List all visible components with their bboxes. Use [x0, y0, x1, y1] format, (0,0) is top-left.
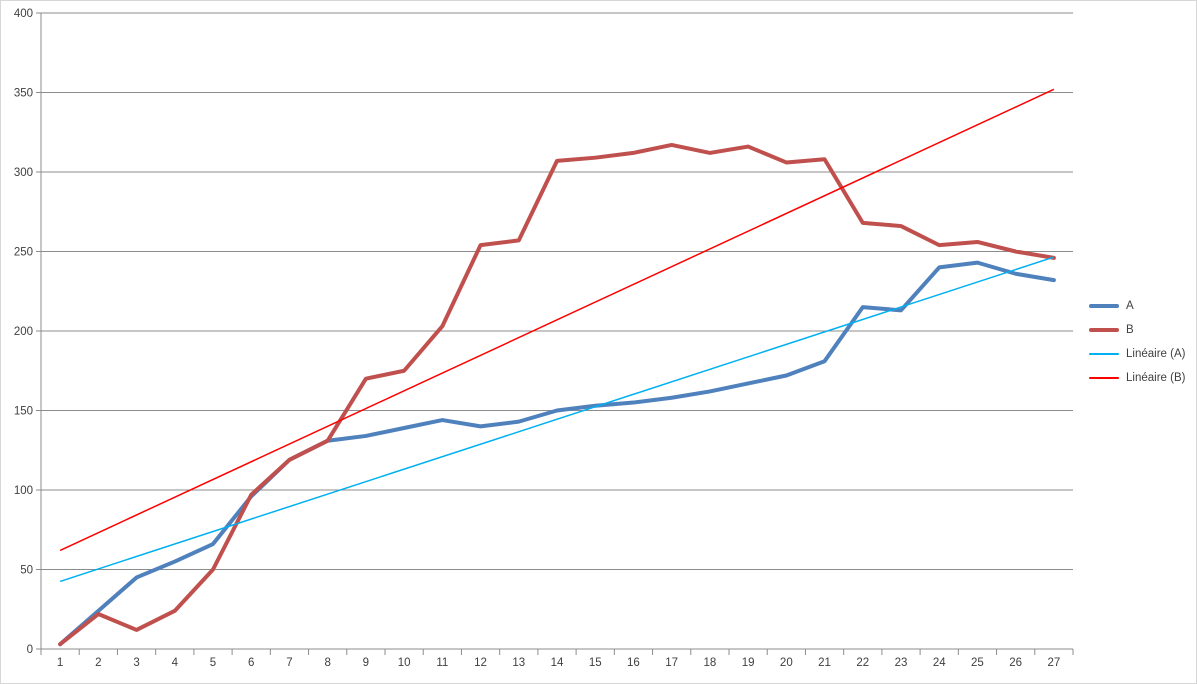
series-line-b[interactable]: [58, 142, 1056, 647]
y-axis-tick-label: 0: [27, 644, 33, 656]
y-axis-tick-label: 400: [14, 8, 33, 20]
x-axis-tick-label: 13: [512, 657, 525, 669]
y-axis-tick-label: 200: [14, 326, 33, 338]
y-axis-tick-label: 50: [20, 565, 33, 577]
x-axis-tick-label: 3: [133, 657, 139, 669]
trendline-b[interactable]: [59, 88, 1055, 552]
x-axis-tick-label: 26: [1009, 657, 1022, 669]
x-axis-tick-label: 16: [627, 657, 640, 669]
series-line-a[interactable]: [58, 260, 1056, 647]
x-axis-tick-label: 15: [589, 657, 602, 669]
x-axis-tick-label: 11: [436, 657, 448, 669]
x-axis-tick-label: 24: [933, 657, 946, 669]
x-axis-tick-label: 2: [95, 657, 101, 669]
x-axis-tick-label: 19: [742, 657, 755, 669]
legend-item-a[interactable]: A: [1089, 294, 1195, 318]
legend-line-swatch-a: [1089, 304, 1119, 308]
legend-line-swatch-lineaire-a: [1089, 353, 1119, 355]
x-axis-tick-label: 5: [210, 657, 216, 669]
trendline-a[interactable]: [59, 256, 1055, 583]
x-axis-tick-label: 21: [818, 657, 831, 669]
x-axis-tick-label: 6: [248, 657, 254, 669]
x-axis-tick-label: 8: [324, 657, 330, 669]
x-axis-tick-label: 1: [57, 657, 63, 669]
y-axis-tick-label: 300: [14, 167, 33, 179]
x-axis-tick-label: 17: [665, 657, 678, 669]
x-axis-tick-label: 20: [780, 657, 793, 669]
legend-label-b: B: [1126, 324, 1134, 336]
x-axis-tick-label: 7: [286, 657, 292, 669]
x-axis-tick-label: 9: [363, 657, 369, 669]
x-axis-tick-label: 12: [474, 657, 487, 669]
x-axis-tick-label: 27: [1047, 657, 1060, 669]
y-axis-tick-label: 250: [14, 247, 33, 259]
legend-label-lineaire-b: Linéaire (B): [1126, 372, 1186, 384]
y-axis-tick-label: 150: [14, 406, 33, 418]
legend-item-lineaire-b[interactable]: Linéaire (B): [1089, 366, 1195, 390]
x-axis-tick-label: 18: [703, 657, 716, 669]
x-axis-tick-label: 4: [172, 657, 179, 669]
x-axis-tick-label: 14: [551, 657, 564, 669]
x-axis-tick-label: 25: [971, 657, 984, 669]
legend-item-b[interactable]: B: [1089, 318, 1195, 342]
y-axis-tick-label: 350: [14, 88, 33, 100]
y-axis-tick-label: 100: [14, 485, 33, 497]
x-axis-tick-label: 22: [856, 657, 869, 669]
x-axis-tick-label: 10: [398, 657, 411, 669]
x-axis-tick-label: 23: [895, 657, 908, 669]
legend-label-lineaire-a: Linéaire (A): [1126, 348, 1186, 360]
legend-label-a: A: [1126, 300, 1134, 312]
legend-item-lineaire-a[interactable]: Linéaire (A): [1089, 342, 1195, 366]
chart-legend: A B Linéaire (A) Linéaire (B): [1089, 294, 1195, 390]
legend-line-swatch-b: [1089, 328, 1119, 332]
legend-line-swatch-lineaire-b: [1089, 377, 1119, 379]
